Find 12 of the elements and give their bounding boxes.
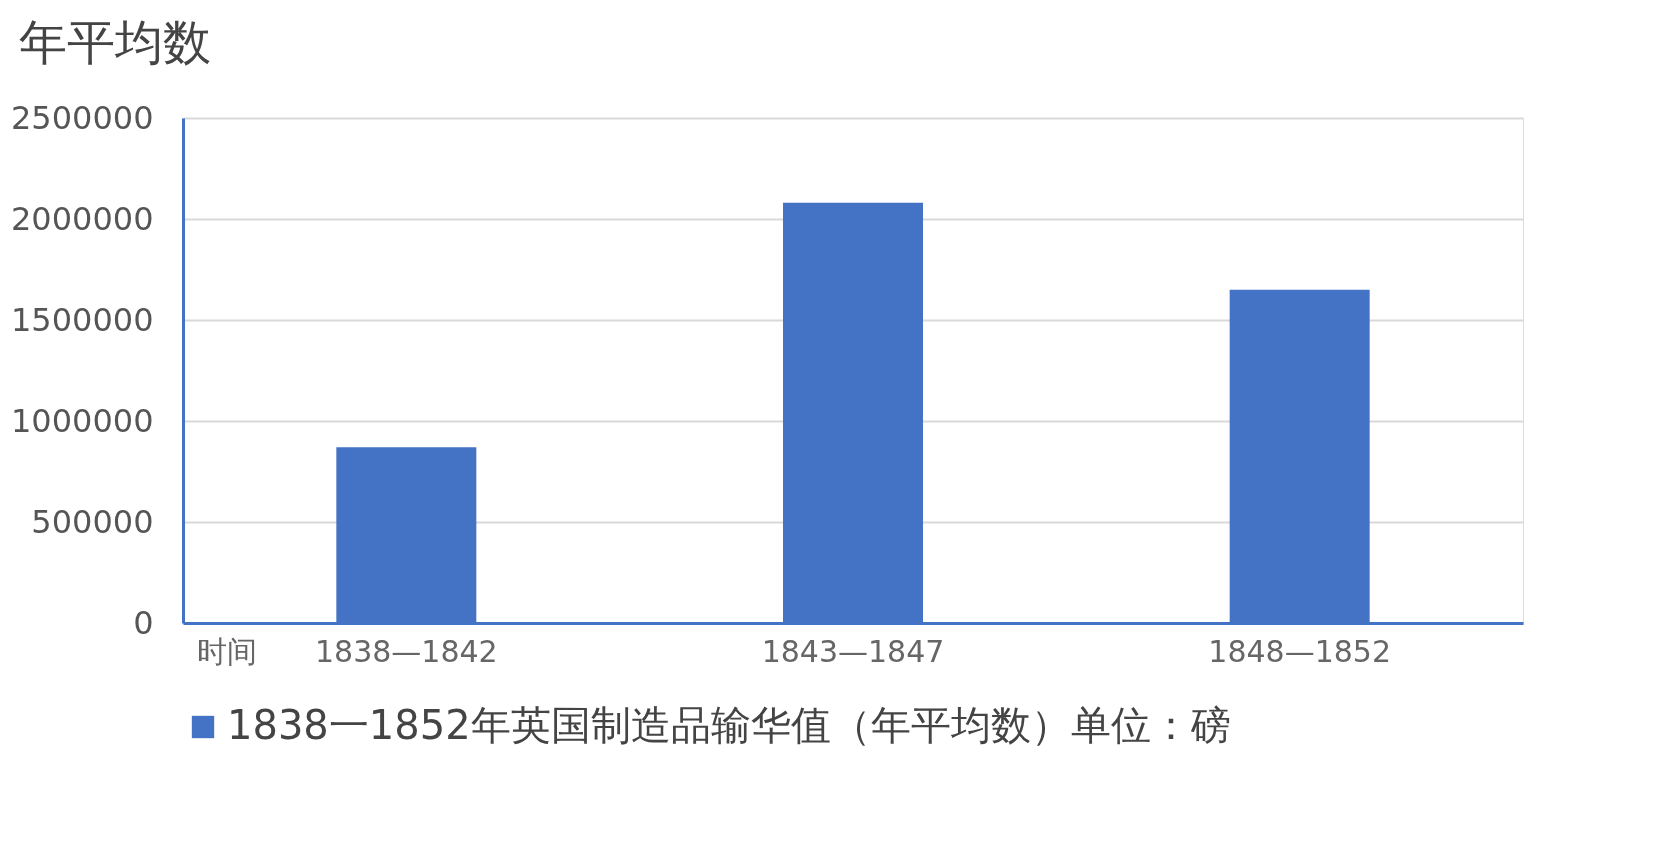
x-axis-title: 时间 (196, 633, 257, 669)
y-tick-label: 1000000 (10, 401, 154, 440)
y-axis-title: 年平均数 (18, 13, 211, 70)
legend-label: 1838一1852年英国制造品输华值（年平均数）单位：磅 (227, 702, 1231, 748)
y-tick-label: 1500000 (10, 300, 154, 339)
x-tick-label: 1848—1852 (1208, 633, 1392, 669)
y-tick-label: 500000 (31, 502, 154, 541)
y-tick-label: 2000000 (10, 199, 154, 238)
y-tick-label: 2500000 (10, 98, 154, 137)
x-tick-label: 1838—1842 (314, 633, 498, 669)
y-tick-label: 0 (133, 603, 154, 642)
x-tick-label: 1843—1847 (761, 633, 945, 669)
